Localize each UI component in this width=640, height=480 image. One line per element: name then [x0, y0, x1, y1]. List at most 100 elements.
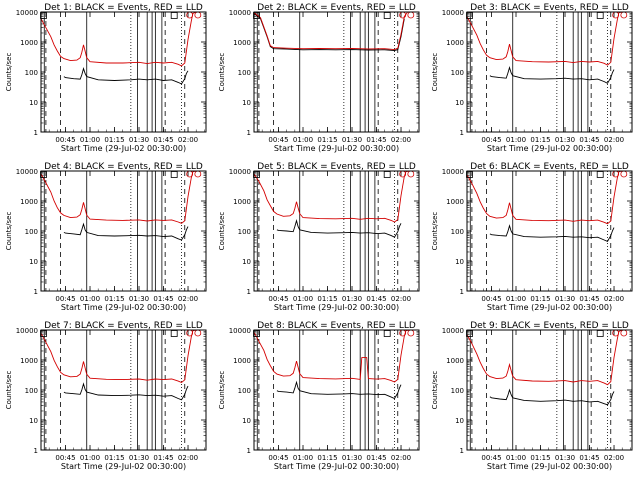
panel-title: Det 6: BLACK = Events, RED = LLD: [470, 162, 629, 172]
x-tick-label: 01:00: [80, 295, 100, 303]
y-tick-label: 10000: [16, 168, 38, 176]
x-tick-label: 01:45: [366, 136, 386, 144]
y-tick-label: 1: [247, 129, 251, 137]
y-tick-label: 10: [242, 258, 251, 266]
x-axis-label: Start Time (29-Jul-02 00:30:00): [487, 144, 612, 153]
panel-title: Det 2: BLACK = Events, RED = LLD: [257, 3, 416, 13]
x-axis-label: Start Time (29-Jul-02 00:30:00): [61, 144, 186, 153]
x-tick-label: 01:45: [153, 295, 173, 303]
y-tick-label: 10000: [442, 9, 464, 17]
x-tick-label: 01:30: [129, 295, 149, 303]
y-tick-label: 1000: [20, 357, 38, 365]
events-series-line: [63, 67, 189, 85]
y-tick-label: 10000: [229, 9, 251, 17]
lld-series-line: [253, 11, 408, 51]
x-tick-label: 02:00: [178, 136, 198, 144]
x-axis-label: Start Time (29-Jul-02 00:30:00): [487, 462, 612, 471]
lld-series-line: [40, 329, 197, 384]
y-tick-label: 100: [451, 228, 464, 236]
panel-title: Det 8: BLACK = Events, RED = LLD: [257, 321, 416, 331]
x-tick-label: 01:15: [317, 295, 337, 303]
y-tick-label: 10000: [229, 327, 251, 335]
x-tick-label: 01:45: [579, 136, 599, 144]
y-tick-label: 100: [451, 69, 464, 77]
x-tick-label: 01:15: [530, 136, 550, 144]
events-series-line: [489, 388, 615, 406]
lld-series-line: [253, 170, 410, 223]
panel-title: Det 9: BLACK = Events, RED = LLD: [470, 321, 629, 331]
y-tick-label: 10000: [229, 168, 251, 176]
y-tick-label: 10: [29, 417, 38, 425]
y-tick-label: 100: [238, 69, 251, 77]
y-tick-label: 1000: [20, 198, 38, 206]
events-series-line: [63, 222, 189, 241]
x-tick-label: 01:00: [293, 295, 313, 303]
x-axis-label: Start Time (29-Jul-02 00:30:00): [487, 303, 612, 312]
top-marker-box: [170, 171, 178, 178]
lld-series-line: [466, 11, 623, 66]
panel-1: Det 1: BLACK = Events, RED = LLD Counts/s…: [5, 3, 207, 153]
x-tick-label: 01:45: [366, 454, 386, 462]
x-tick-label: 01:15: [104, 295, 124, 303]
panel-9: Det 9: BLACK = Events, RED = LLD Counts/s…: [431, 321, 633, 471]
y-tick-label: 10: [242, 417, 251, 425]
x-tick-label: 01:30: [555, 136, 575, 144]
x-tick-label: 00:45: [55, 136, 75, 144]
x-tick-label: 02:00: [391, 295, 411, 303]
y-tick-label: 1000: [20, 39, 38, 47]
x-tick-label: 00:45: [268, 295, 288, 303]
x-tick-label: 02:00: [178, 454, 198, 462]
panel-title: Det 5: BLACK = Events, RED = LLD: [257, 162, 416, 172]
panel-3: Det 3: BLACK = Events, RED = LLD Counts/s…: [431, 3, 633, 153]
lld-series-line: [40, 170, 197, 224]
lld-series-line: [466, 170, 623, 225]
lld-series-line: [40, 11, 197, 67]
panel-title: Det 3: BLACK = Events, RED = LLD: [470, 3, 629, 13]
y-tick-label: 10: [242, 99, 251, 107]
panel-title: Det 7: BLACK = Events, RED = LLD: [44, 321, 203, 331]
x-tick-label: 01:30: [555, 295, 575, 303]
y-tick-label: 1000: [233, 198, 251, 206]
y-tick-label: 1: [460, 288, 464, 296]
y-tick-label: 1: [34, 447, 38, 455]
x-axis-label: Start Time (29-Jul-02 00:30:00): [274, 462, 399, 471]
y-axis-label: Counts/sec: [218, 212, 226, 251]
y-tick-label: 10000: [16, 327, 38, 335]
x-tick-label: 02:00: [178, 295, 198, 303]
events-series-line: [489, 66, 615, 84]
top-marker-box: [383, 12, 391, 19]
x-tick-label: 01:15: [317, 136, 337, 144]
y-tick-label: 10: [455, 258, 464, 266]
x-tick-label: 01:00: [506, 454, 526, 462]
y-tick-label: 100: [25, 69, 38, 77]
x-tick-label: 01:45: [366, 295, 386, 303]
y-axis-label: Counts/sec: [5, 212, 13, 251]
plot-frame: [40, 170, 207, 292]
x-tick-label: 00:45: [268, 136, 288, 144]
y-tick-label: 1000: [446, 357, 464, 365]
x-tick-label: 00:45: [481, 454, 501, 462]
y-tick-label: 1: [460, 129, 464, 137]
y-tick-label: 10: [29, 258, 38, 266]
top-marker-box: [383, 171, 391, 178]
x-tick-label: 01:00: [80, 454, 100, 462]
y-tick-label: 1: [34, 288, 38, 296]
x-axis-label: Start Time (29-Jul-02 00:30:00): [61, 303, 186, 312]
panel-8: Det 8: BLACK = Events, RED = LLD Counts/s…: [218, 321, 420, 471]
top-marker-box: [596, 330, 604, 337]
x-axis-label: Start Time (29-Jul-02 00:30:00): [274, 144, 399, 153]
y-tick-label: 1: [34, 129, 38, 137]
plot-frame: [40, 329, 207, 451]
x-tick-label: 02:00: [391, 454, 411, 462]
panel-title: Det 4: BLACK = Events, RED = LLD: [44, 162, 203, 172]
y-tick-label: 10000: [442, 327, 464, 335]
x-tick-label: 01:45: [579, 454, 599, 462]
panel-5: Det 5: BLACK = Events, RED = LLD Counts/s…: [218, 162, 420, 312]
x-axis-label: Start Time (29-Jul-02 00:30:00): [61, 462, 186, 471]
y-tick-label: 1000: [446, 198, 464, 206]
events-series-line: [253, 13, 405, 51]
y-tick-label: 100: [238, 387, 251, 395]
events-series-line: [276, 219, 402, 238]
events-series-line: [276, 380, 402, 400]
